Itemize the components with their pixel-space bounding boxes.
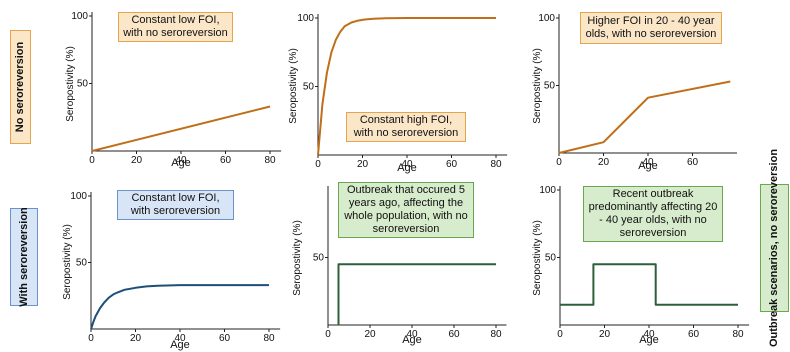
y-tick-label: 100 [539, 185, 556, 196]
y-axis-label: Seropostivity (%) [532, 220, 543, 296]
y-tick-label: 50 [544, 81, 556, 92]
x-tick-label: 60 [687, 157, 699, 168]
x-tick-label: 40 [643, 329, 655, 340]
annotation-line: with no seroreversion [353, 127, 459, 139]
x-tick-label: 0 [89, 155, 95, 166]
x-tick-label: 40 [406, 329, 418, 340]
x-tick-label: 80 [732, 329, 744, 340]
y-tick-label: 100 [70, 191, 87, 202]
x-tick-label: 20 [130, 333, 142, 344]
y-axis-label: Seropostivity (%) [288, 48, 299, 124]
annotation-line: Higher FOI in 20 - 40 year [587, 15, 715, 27]
annotation-line: olds, with no seroreversion [585, 28, 717, 40]
annotation-line: whole population, with no [344, 210, 468, 222]
series-line [558, 80, 731, 154]
x-tick-label: 60 [220, 155, 232, 166]
x-axis-label: Age [638, 160, 658, 172]
y-tick-label: 50 [313, 253, 325, 264]
y-axis-label: Seropostivity (%) [65, 46, 76, 122]
x-tick-label: 20 [598, 157, 610, 168]
x-axis-label: Age [170, 339, 190, 351]
annotation-line: Constant low FOI, [131, 192, 220, 204]
series-line [317, 17, 496, 156]
y-axis-label: Seropostivity (%) [292, 220, 303, 296]
annotation-line: seroreversion [619, 227, 687, 239]
annotation-line: with seroreversion [130, 205, 221, 217]
x-tick-label: 40 [401, 159, 413, 170]
annotation-line: Outbreak that occured 5 [346, 184, 465, 196]
x-tick-label: 40 [174, 333, 186, 344]
annotation-line: Constant high FOI, [359, 114, 453, 126]
x-tick-label: 40 [175, 155, 187, 166]
series-line [560, 263, 738, 306]
annotation-box-6: Recent outbreak predominantly affecting 2… [583, 186, 723, 242]
annotation-line: - 40 year olds, with no [599, 214, 707, 226]
annotation-line: predominantly affecting 20 [588, 201, 718, 213]
x-axis-label: Age [639, 334, 659, 346]
annotation-line: Constant low FOI, [131, 14, 220, 26]
y-axis-label: Seropostivity (%) [62, 224, 73, 300]
y-axis-label: Seropostivity (%) [532, 48, 543, 124]
y-tick-label: 100 [538, 13, 555, 24]
x-tick-label: 60 [219, 333, 231, 344]
y-tick-label: 50 [76, 258, 88, 269]
y-tick-label: 50 [303, 82, 315, 93]
annotation-line: years ago, affecting the [348, 197, 464, 209]
x-tick-label: 20 [599, 329, 611, 340]
x-axis-label: Age [402, 334, 422, 346]
annotation-box-5: Outbreak that occured 5 years ago, affect… [338, 182, 474, 238]
y-tick-label: 100 [297, 13, 314, 24]
annotation-box-1: Constant low FOI, with no seroreversion [118, 12, 233, 42]
x-tick-label: 0 [88, 333, 94, 344]
x-axis-label: Age [171, 157, 191, 169]
series-line [337, 263, 496, 325]
x-tick-label: 20 [364, 329, 376, 340]
x-tick-label: 80 [264, 155, 276, 166]
row-label-no-seroreversion: No seroreversion [10, 30, 31, 144]
x-tick-label: 60 [446, 159, 458, 170]
y-tick-label: 100 [71, 11, 88, 22]
x-tick-label: 40 [642, 157, 654, 168]
y-tick-label: 50 [545, 253, 557, 264]
x-tick-label: 80 [490, 159, 502, 170]
row-label-with-seroreversion: With seroreversion [10, 207, 38, 307]
x-tick-label: 0 [325, 329, 331, 340]
y-tick-label: 50 [77, 79, 89, 90]
x-tick-label: 0 [556, 157, 562, 168]
x-tick-label: 20 [357, 159, 369, 170]
annotation-box-4: Constant low FOI, with seroreversion [117, 190, 234, 220]
annotation-box-3: Higher FOI in 20 - 40 year olds, with no … [580, 12, 722, 44]
x-tick-label: 0 [315, 159, 321, 170]
row-label-outbreak-scenarios: Outbreak scenarios, no seroreversion [760, 149, 789, 347]
x-tick-label: 20 [131, 155, 143, 166]
annotation-line: Recent outbreak [612, 188, 694, 200]
annotation-line: seroreversion [372, 223, 440, 235]
annotation-box-2: Constant high FOI, with no seroreversion [346, 112, 466, 142]
x-tick-label: 60 [688, 329, 700, 340]
x-tick-label: 60 [448, 329, 460, 340]
x-tick-label: 80 [263, 333, 275, 344]
series-line [91, 105, 271, 152]
x-tick-label: 0 [557, 329, 563, 340]
x-axis-label: Age [397, 162, 417, 174]
x-tick-label: 80 [490, 329, 502, 340]
series-line [90, 284, 269, 330]
annotation-line: with no seroreversion [123, 27, 228, 39]
